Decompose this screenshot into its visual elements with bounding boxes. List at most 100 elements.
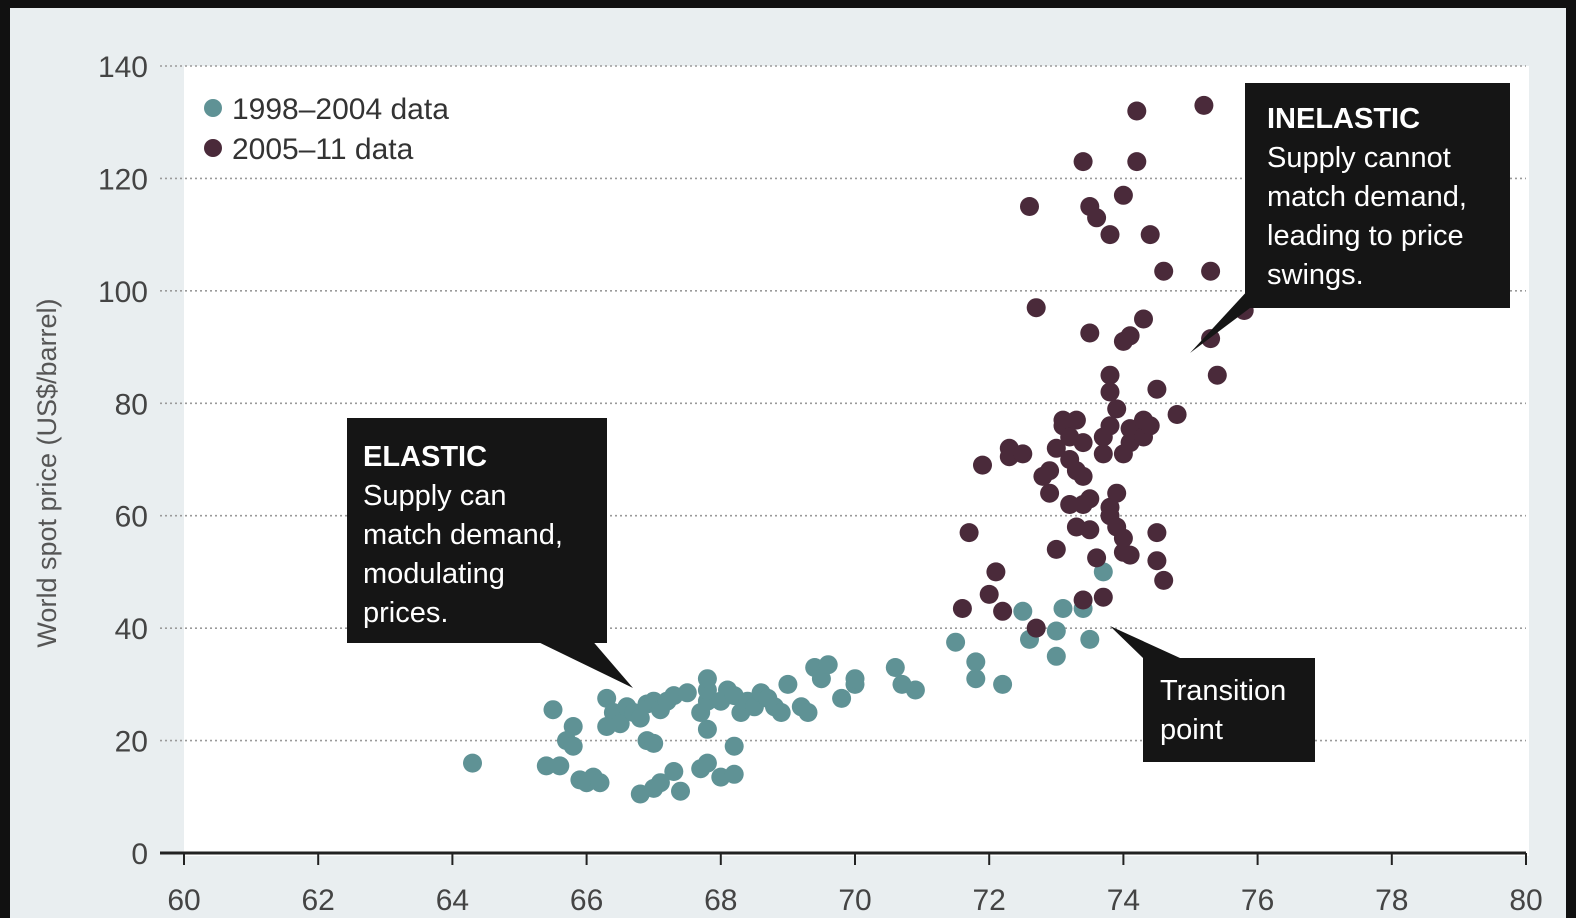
point-1998-2004 (1046, 646, 1066, 666)
point-1998-2004 (697, 753, 717, 773)
point-2005-11 (1147, 523, 1167, 543)
point-2005-11 (1134, 309, 1153, 329)
point-1998-2004 (885, 658, 905, 677)
point-2005-11 (1107, 399, 1127, 419)
point-2005-11 (1026, 618, 1046, 638)
callout-text: leading to price (1267, 220, 1464, 252)
callout-pointer (1110, 626, 1180, 658)
callout-text: swings. (1267, 259, 1364, 291)
callout-text: match demand, (1267, 181, 1467, 213)
legend-label: 1998–2004 data (232, 93, 449, 126)
point-2005-11 (1053, 410, 1073, 430)
callout-title: ELASTIC (363, 441, 487, 473)
point-1998-2004 (1053, 599, 1073, 618)
point-2005-11 (1100, 416, 1120, 436)
annotations: ELASTIC Supply can match demand, modulating… (347, 83, 1510, 762)
x-tick-label: 68 (704, 884, 737, 917)
point-2005-11 (1046, 438, 1066, 458)
point-2005-11 (1080, 323, 1100, 343)
point-2005-11 (1120, 326, 1140, 346)
point-2005-11 (1066, 410, 1086, 430)
point-2005-11 (973, 455, 992, 475)
callout-box (347, 418, 607, 643)
point-1998-2004 (550, 756, 570, 776)
tick-labels: 0 20 40 60 80 100 120 140 60 62 64 66 68 70 72 74 76 78 80 (98, 51, 1543, 917)
callout-pointer (530, 638, 633, 688)
y-tick-label: 100 (98, 276, 148, 309)
x-tick-label: 76 (1241, 884, 1274, 917)
point-1998-2004 (1046, 621, 1066, 641)
callout-title: INELASTIC (1267, 103, 1420, 135)
point-2005-11 (1100, 225, 1120, 245)
point-1998-2004 (1080, 629, 1100, 649)
y-tick-label: 80 (115, 388, 148, 421)
point-1998-2004 (650, 773, 670, 793)
legend-marker (204, 99, 222, 117)
y-tick-label: 40 (115, 613, 148, 646)
point-1998-2004 (671, 781, 690, 801)
point-2005-11 (1060, 495, 1080, 514)
point-2005-11 (1073, 433, 1093, 453)
point-2005-11 (1080, 489, 1100, 509)
point-1998-2004 (463, 753, 482, 773)
point-1998-2004 (597, 717, 617, 736)
callout-text: modulating (363, 558, 505, 590)
x-tick-label: 78 (1375, 884, 1408, 917)
point-1998-2004 (993, 674, 1013, 694)
point-2005-11 (1046, 539, 1066, 559)
point-2005-11 (986, 562, 1006, 582)
legend: 1998–2004 data 2005–11 data (204, 93, 449, 166)
point-1998-2004 (664, 762, 684, 781)
point-1998-2004 (644, 733, 664, 753)
y-tick-label: 0 (131, 838, 148, 871)
point-1998-2004 (1013, 601, 1033, 621)
point-1998-2004 (697, 669, 717, 689)
point-2005-11 (979, 584, 999, 604)
callout-box (1143, 658, 1315, 762)
point-1998-2004 (677, 683, 697, 703)
callout-pointer (1190, 288, 1250, 353)
point-1998-2004 (543, 700, 563, 720)
x-tick-label: 62 (302, 884, 335, 917)
point-2005-11 (1080, 520, 1100, 540)
point-1998-2004 (966, 652, 986, 672)
point-1998-2004 (630, 708, 650, 728)
point-1998-2004 (778, 674, 798, 694)
point-2005-11 (1087, 548, 1107, 568)
point-2005-11 (1147, 551, 1167, 571)
point-2005-11 (1093, 587, 1113, 607)
point-2005-11 (1100, 365, 1120, 385)
y-axis-title: World spot price (US$/barrel) (32, 298, 62, 647)
point-1998-2004 (966, 669, 986, 689)
point-1998-2004 (724, 764, 744, 784)
x-tick-label: 64 (436, 884, 469, 917)
callout-box (1245, 83, 1510, 308)
point-1998-2004 (563, 736, 583, 756)
callout-text: point (1160, 714, 1223, 746)
point-2005-11 (1100, 382, 1120, 402)
callout-text: Supply cannot (1267, 142, 1451, 174)
point-2005-11 (1073, 590, 1093, 610)
y-tick-label: 60 (115, 501, 148, 534)
point-2005-11 (1147, 379, 1167, 399)
callout-text: Supply can (363, 480, 507, 512)
point-2005-11 (952, 599, 972, 618)
axes (160, 851, 1527, 865)
point-2005-11 (1127, 152, 1147, 172)
point-2005-11 (1167, 405, 1187, 424)
x-tick-label: 70 (838, 884, 871, 917)
x-tick-label: 66 (570, 884, 603, 917)
point-1998-2004 (536, 756, 556, 776)
point-1998-2004 (724, 736, 744, 756)
x-tick-label: 80 (1509, 884, 1542, 917)
point-2005-11 (1013, 444, 1033, 464)
point-2005-11 (1040, 461, 1060, 481)
y-tick-label: 120 (98, 163, 148, 196)
point-1998-2004 (832, 688, 852, 708)
point-2005-11 (1127, 101, 1147, 121)
x-tick-label: 72 (973, 884, 1006, 917)
point-2005-11 (1140, 416, 1160, 436)
point-1998-2004 (845, 669, 865, 689)
point-1998-2004 (697, 719, 717, 739)
point-1998-2004 (946, 632, 966, 652)
